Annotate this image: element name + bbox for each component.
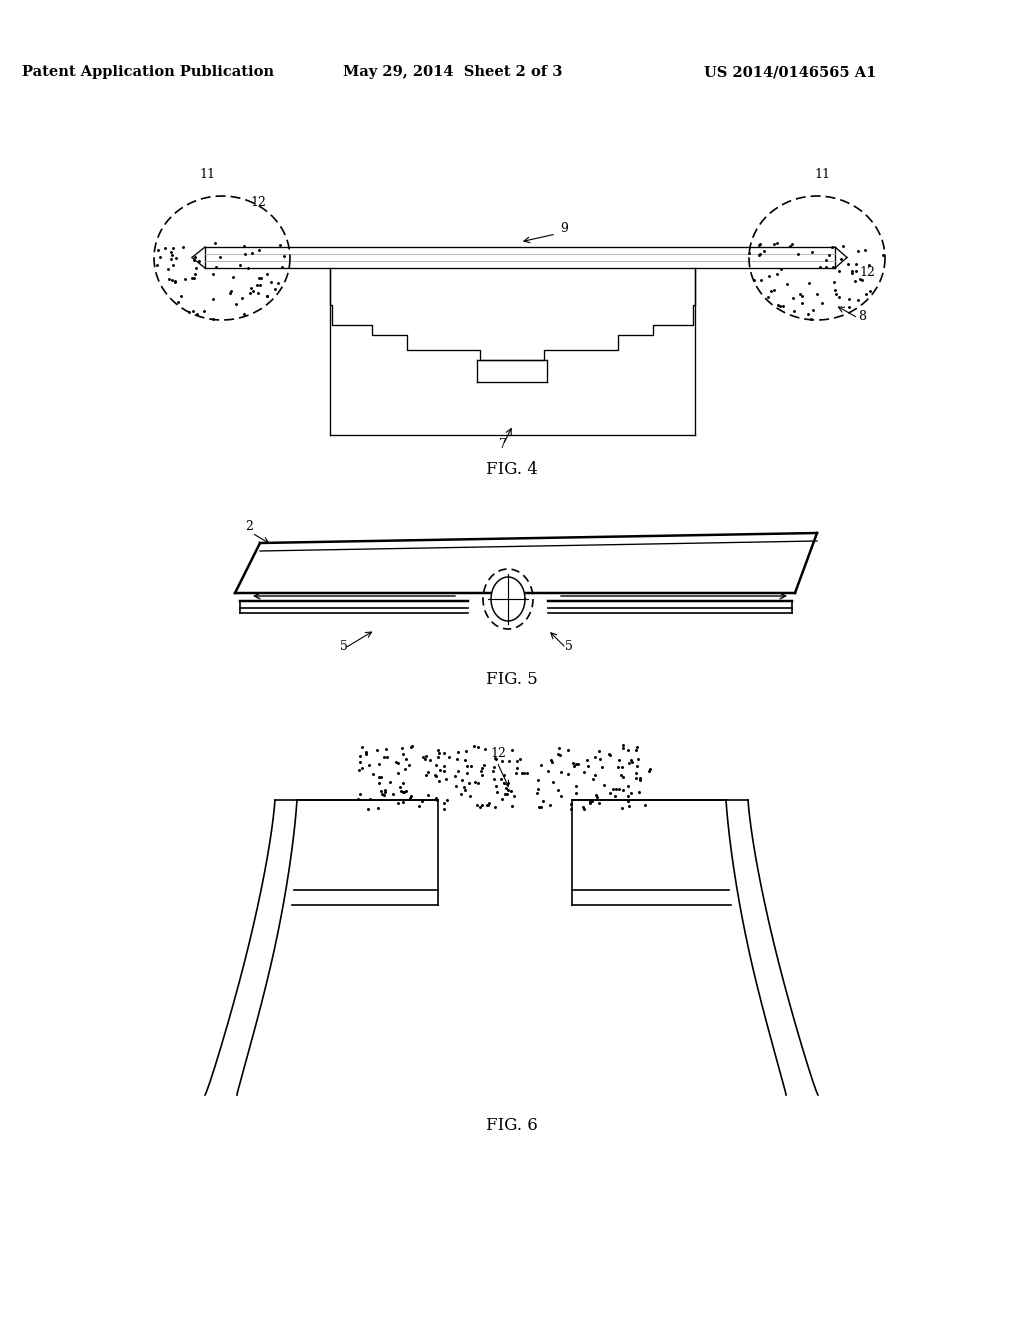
Text: 12: 12 <box>250 195 266 209</box>
Text: 5: 5 <box>340 640 348 653</box>
Text: 11: 11 <box>199 168 215 181</box>
Text: FIG. 6: FIG. 6 <box>486 1117 538 1134</box>
Text: 8: 8 <box>858 310 866 323</box>
Text: 2: 2 <box>245 520 253 533</box>
Text: 5: 5 <box>565 640 572 653</box>
Polygon shape <box>490 577 525 620</box>
Text: 11: 11 <box>814 168 830 181</box>
Text: Patent Application Publication: Patent Application Publication <box>22 65 274 79</box>
Text: 7: 7 <box>499 438 507 451</box>
Text: 9: 9 <box>560 222 568 235</box>
Text: May 29, 2014  Sheet 2 of 3: May 29, 2014 Sheet 2 of 3 <box>343 65 562 79</box>
Text: 12: 12 <box>859 267 874 279</box>
Text: FIG. 5: FIG. 5 <box>486 672 538 689</box>
Text: FIG. 4: FIG. 4 <box>486 462 538 479</box>
Text: US 2014/0146565 A1: US 2014/0146565 A1 <box>703 65 877 79</box>
Text: 12: 12 <box>490 747 506 760</box>
